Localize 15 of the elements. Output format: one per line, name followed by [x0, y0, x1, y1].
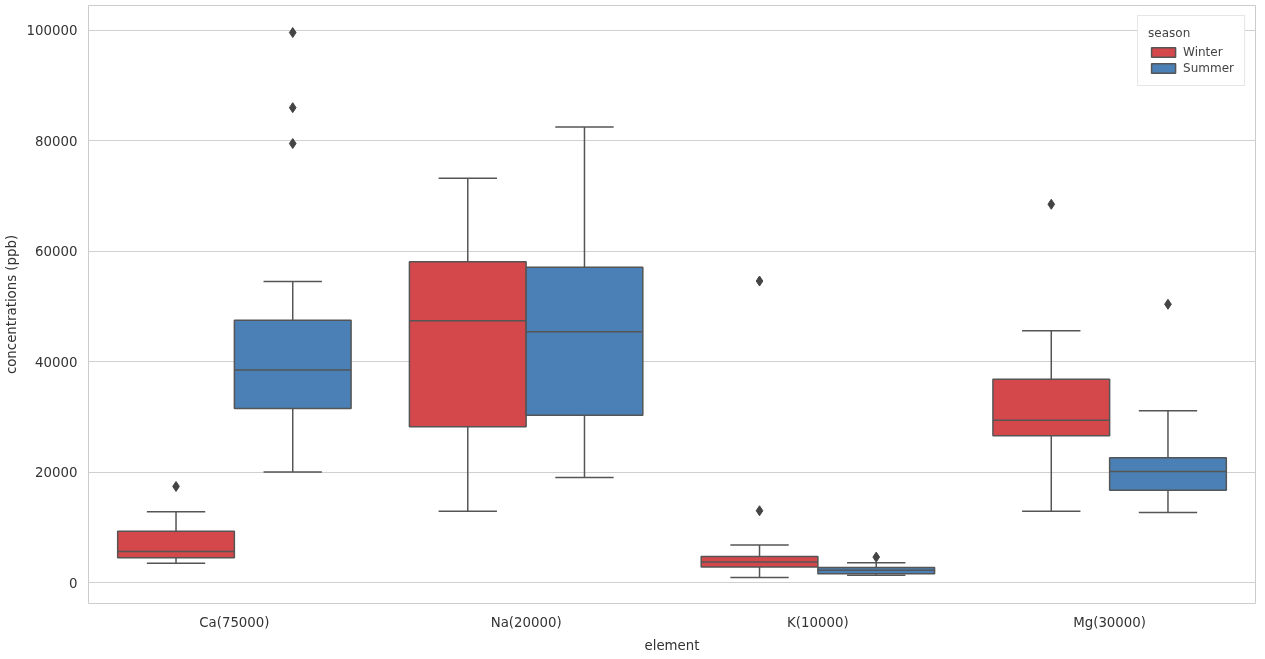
- y-tick-label: 0: [69, 575, 78, 591]
- y-tick-label: 80000: [35, 133, 78, 149]
- legend-label: Summer: [1183, 61, 1234, 75]
- y-tick-label: 20000: [35, 465, 78, 481]
- y-axis-title: concentrations (ppb): [3, 234, 19, 375]
- x-tick-label: Ca(75000): [199, 614, 270, 630]
- y-tick-label: 40000: [35, 354, 78, 370]
- x-axis-title: element: [644, 637, 700, 653]
- x-tick-label: Na(20000): [490, 614, 562, 630]
- legend-label: Winter: [1183, 45, 1223, 59]
- y-tick-label: 100000: [26, 23, 78, 39]
- legend-title: season: [1148, 26, 1192, 40]
- y-tick-label: 60000: [35, 244, 78, 260]
- x-tick-label: Mg(30000): [1073, 614, 1147, 630]
- x-tick-label: K(10000): [787, 614, 849, 630]
